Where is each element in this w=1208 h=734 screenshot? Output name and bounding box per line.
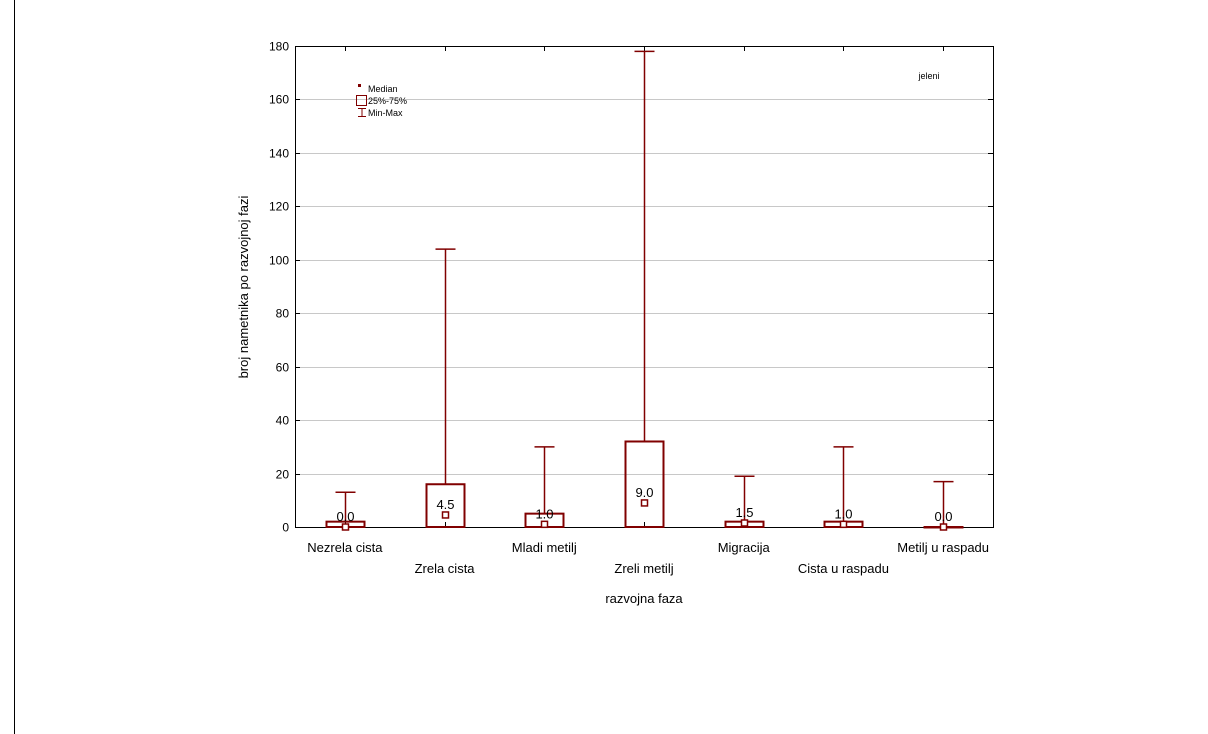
y-axis-title: broj nametnika po razvojnoj fazi (236, 195, 251, 378)
legend-median-marker (358, 84, 361, 87)
iqr-box (425, 483, 466, 528)
legend-whisker-label: Min-Max (368, 108, 403, 118)
box-group (325, 491, 366, 531)
legend-box-marker (356, 95, 367, 106)
box-series (325, 50, 964, 531)
median-value-label: 1.0 (834, 506, 852, 521)
median-value-label: 9.0 (635, 485, 653, 500)
chart-annotation: jeleni (917, 71, 939, 81)
legend-whisker-marker (358, 108, 366, 117)
y-tick-label: 180 (269, 40, 289, 54)
x-category-label: Mladi metilj (512, 540, 577, 555)
median-marker (640, 499, 649, 507)
y-tick-label: 80 (276, 307, 290, 321)
legend-median-label: Median (368, 84, 398, 94)
x-category-label: Zreli metilj (614, 561, 673, 576)
median-marker (939, 523, 948, 531)
legend-box-label: 25%-75% (368, 96, 407, 106)
x-category-label: Metilj u raspadu (897, 540, 989, 555)
box-group (425, 248, 466, 528)
box-group (823, 446, 864, 529)
y-tick-label: 60 (276, 361, 290, 375)
x-category-label: Cista u raspadu (798, 561, 889, 576)
median-marker (740, 519, 749, 527)
x-category-label: Zrela cista (415, 561, 476, 576)
y-tick-label: 120 (269, 200, 289, 214)
median-marker (441, 511, 450, 519)
median-marker (839, 520, 848, 529)
left-frame-line (14, 0, 15, 734)
median-value-label: 0.0 (336, 509, 354, 524)
iqr-box (624, 440, 665, 528)
box-group (923, 480, 964, 531)
y-tick-label: 140 (269, 147, 289, 161)
median-marker (341, 523, 350, 531)
median-value-label: 0.0 (934, 509, 952, 524)
y-tick-label: 100 (269, 254, 289, 268)
x-category-label: Nezrela cista (307, 540, 383, 555)
x-axis-title: razvojna faza (605, 591, 683, 606)
x-category-label: Migracija (718, 540, 771, 555)
box-group (624, 50, 665, 528)
labels: Nezrela cista Zrela cista Mladi metilj Zrel… (307, 485, 989, 576)
box-group (524, 446, 565, 529)
box-group (724, 475, 765, 529)
median-value-label: 1.0 (535, 506, 553, 521)
grid-lines (295, 99, 993, 475)
median-value-label: 4.5 (436, 497, 454, 512)
legend: Median 25%-75% Min-Max (356, 84, 407, 118)
median-marker (540, 520, 549, 529)
y-tick-label: 160 (269, 93, 289, 107)
y-tick-label: 40 (276, 414, 290, 428)
y-tick-label: 20 (276, 468, 290, 482)
y-tick-label: 0 (282, 521, 289, 535)
median-value-label: 1.5 (735, 505, 753, 520)
